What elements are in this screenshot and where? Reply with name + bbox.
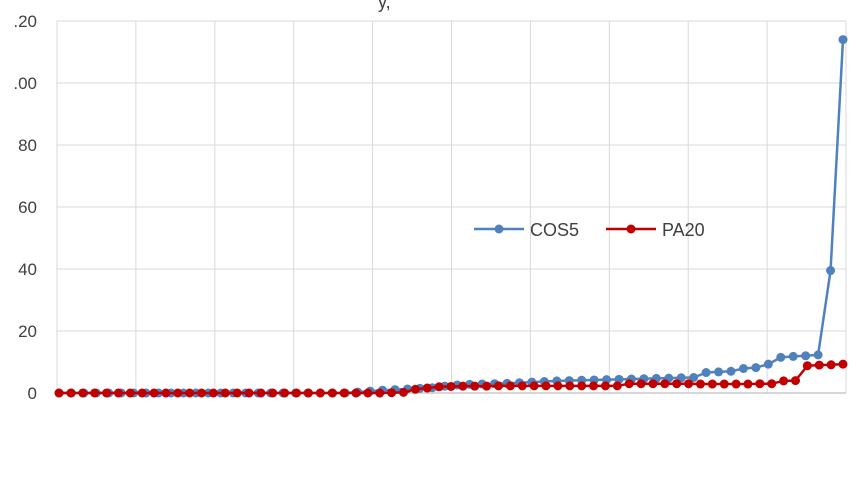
grid-layer (56, 20, 847, 393)
legend-marker-pa20 (626, 224, 636, 234)
data-point-pa20 (244, 388, 254, 398)
data-point-pa20 (648, 379, 658, 389)
data-point-pa20 (695, 379, 705, 389)
data-point-pa20 (505, 381, 515, 391)
data-point-pa20 (292, 388, 302, 398)
data-point-pa20 (375, 388, 385, 398)
data-point-pa20 (161, 388, 171, 398)
data-point-pa20 (351, 388, 361, 398)
data-point-pa20 (66, 388, 76, 398)
data-point-pa20 (197, 388, 207, 398)
data-point-cos5 (738, 364, 748, 374)
legend: COS5 PA20 (474, 220, 705, 240)
data-point-pa20 (600, 381, 610, 391)
data-point-pa20 (470, 381, 480, 391)
data-point-pa20 (232, 388, 242, 398)
data-point-pa20 (398, 387, 408, 397)
data-point-pa20 (707, 379, 717, 389)
data-point-pa20 (838, 359, 848, 369)
data-point-pa20 (458, 381, 468, 391)
data-point-pa20 (814, 360, 824, 370)
data-point-pa20 (743, 379, 753, 389)
data-point-cos5 (776, 352, 786, 362)
data-point-cos5 (701, 368, 711, 378)
data-point-pa20 (826, 360, 836, 370)
data-point-cos5 (751, 363, 761, 373)
data-point-pa20 (624, 379, 634, 389)
data-point-cos5 (763, 359, 773, 369)
data-point-cos5 (838, 35, 848, 45)
data-point-pa20 (672, 379, 682, 389)
data-point-pa20 (220, 388, 230, 398)
data-point-cos5 (801, 351, 811, 361)
data-point-pa20 (482, 381, 492, 391)
data-point-pa20 (137, 388, 147, 398)
data-point-pa20 (102, 388, 112, 398)
data-point-pa20 (553, 381, 563, 391)
y-tick-label: 40 (18, 260, 37, 279)
data-point-pa20 (660, 379, 670, 389)
data-point-pa20 (494, 381, 504, 391)
data-point-pa20 (410, 384, 420, 394)
axis-layer: 0 20 40 60 80 .00 .20 (13, 12, 846, 403)
data-point-pa20 (529, 381, 539, 391)
series-layer (54, 35, 848, 398)
data-point-pa20 (268, 388, 278, 398)
data-point-pa20 (577, 381, 587, 391)
data-point-pa20 (731, 379, 741, 389)
data-point-pa20 (327, 388, 337, 398)
data-point-pa20 (173, 388, 183, 398)
data-point-pa20 (125, 388, 135, 398)
data-point-pa20 (446, 381, 456, 391)
data-point-pa20 (339, 388, 349, 398)
legend-label-cos5: COS5 (530, 220, 579, 240)
data-point-pa20 (517, 381, 527, 391)
legend-marker-cos5 (494, 224, 504, 234)
data-point-pa20 (113, 388, 123, 398)
data-point-pa20 (315, 388, 325, 398)
data-point-pa20 (387, 388, 397, 398)
data-point-pa20 (565, 381, 575, 391)
data-point-pa20 (280, 388, 290, 398)
data-point-cos5 (726, 366, 736, 376)
data-point-pa20 (719, 379, 729, 389)
data-point-cos5 (826, 266, 836, 276)
data-point-pa20 (790, 376, 800, 386)
data-point-pa20 (684, 379, 694, 389)
data-point-pa20 (612, 381, 622, 391)
data-point-pa20 (256, 388, 266, 398)
data-point-cos5 (689, 373, 699, 382)
data-point-pa20 (54, 388, 64, 398)
data-point-cos5 (813, 350, 823, 360)
data-point-pa20 (802, 361, 812, 371)
y-tick-label: .20 (13, 12, 37, 31)
data-point-pa20 (422, 383, 432, 393)
legend-label-pa20: PA20 (662, 220, 705, 240)
y-tick-label: 60 (18, 198, 37, 217)
data-point-pa20 (303, 388, 313, 398)
data-point-pa20 (541, 381, 551, 391)
data-point-pa20 (90, 388, 100, 398)
y-tick-label: 80 (18, 136, 37, 155)
data-point-pa20 (185, 388, 195, 398)
data-point-pa20 (149, 388, 159, 398)
data-point-pa20 (755, 379, 765, 389)
data-point-pa20 (636, 379, 646, 389)
y-tick-label: 0 (28, 384, 37, 403)
data-point-pa20 (78, 388, 88, 398)
data-point-pa20 (434, 382, 444, 392)
data-point-pa20 (589, 381, 599, 391)
data-point-cos5 (714, 367, 724, 377)
data-point-pa20 (208, 388, 218, 398)
data-point-cos5 (788, 351, 798, 361)
y-tick-label: .00 (13, 74, 37, 93)
data-point-pa20 (363, 388, 373, 398)
chart-title: y, (378, 0, 391, 12)
data-point-pa20 (767, 379, 777, 389)
y-tick-label: 20 (18, 322, 37, 341)
data-point-pa20 (779, 376, 789, 386)
